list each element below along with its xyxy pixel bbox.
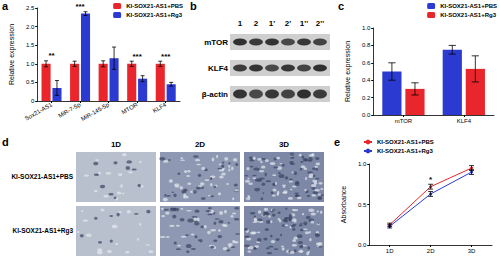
svg-text:1D: 1D [111,140,121,149]
svg-text:2: 2 [254,19,259,28]
svg-text:2.5: 2.5 [26,5,35,11]
svg-text:Absorbance: Absorbance [340,186,347,223]
svg-text:1.0: 1.0 [358,161,367,167]
svg-text:Relative expression: Relative expression [8,24,16,85]
svg-text:2.0: 2.0 [26,24,35,30]
svg-text:KI-SOX21-AS1+Rg3: KI-SOX21-AS1+Rg3 [377,148,434,154]
svg-text:KI-SOX21-AS1+PBS: KI-SOX21-AS1+PBS [440,3,497,9]
svg-text:1': 1' [269,19,275,28]
svg-text:β-actin: β-actin [202,90,228,99]
svg-text:KI-SOX21-AS1+Rg3: KI-SOX21-AS1+Rg3 [12,227,73,235]
svg-text:**: ** [48,51,55,60]
svg-text:Relative expression: Relative expression [344,41,352,102]
svg-text:0.8: 0.8 [362,42,371,48]
svg-text:0.5: 0.5 [26,79,35,85]
html-text:b: b [190,0,197,12]
svg-text:0.6: 0.6 [362,60,371,66]
svg-text:KLF4: KLF4 [152,101,168,114]
svg-text:KI-SOX21-AS1+PBS: KI-SOX21-AS1+PBS [11,173,73,180]
svg-text:MTOR: MTOR [121,101,140,115]
html-text:d: d [2,136,9,148]
svg-text:KI-SOX21-AS1+Rg3: KI-SOX21-AS1+Rg3 [440,12,497,18]
svg-text:0.2: 0.2 [362,95,371,101]
svg-text:***: *** [161,52,171,61]
svg-text:0.0: 0.0 [362,112,371,118]
svg-text:mTOR: mTOR [204,38,228,47]
svg-text:Sox21-AS1: Sox21-AS1 [24,101,54,122]
svg-text:***: *** [133,52,143,61]
svg-text:1: 1 [238,19,243,28]
svg-text:KI-SOX21-AS1+PBS: KI-SOX21-AS1+PBS [377,139,434,145]
svg-text:1.5: 1.5 [26,42,35,48]
svg-text:3D: 3D [468,248,476,254]
svg-text:1.0: 1.0 [362,25,371,31]
svg-text:1'': 1'' [300,19,308,28]
svg-text:1D: 1D [386,248,394,254]
svg-text:2D: 2D [427,248,435,254]
svg-text:0.0: 0.0 [358,242,367,248]
svg-text:2': 2' [285,19,291,28]
svg-text:KI-SOX21-AS1+Rg3: KI-SOX21-AS1+Rg3 [126,12,183,18]
svg-text:MiR-145-5p: MiR-145-5p [80,101,111,122]
svg-text:***: *** [75,2,85,11]
svg-text:2D: 2D [195,140,205,149]
html-text:e: e [334,136,341,148]
svg-text:0.5: 0.5 [358,202,367,208]
svg-text:0: 0 [31,98,35,104]
svg-text:MiR-7-5p: MiR-7-5p [57,101,82,119]
svg-text:3D: 3D [279,140,289,149]
svg-text:*: * [429,175,433,184]
svg-text:0.4: 0.4 [362,77,371,83]
svg-text:KI-SOX21-AS1+PBS: KI-SOX21-AS1+PBS [126,3,183,9]
svg-text:2'': 2'' [316,19,324,28]
svg-text:mTOR: mTOR [395,118,413,124]
svg-text:KLF4: KLF4 [208,64,229,73]
svg-text:1.0: 1.0 [26,61,35,67]
html-text:a: a [2,0,9,12]
html-text:c: c [338,0,345,12]
svg-text:KLF4: KLF4 [457,118,472,124]
